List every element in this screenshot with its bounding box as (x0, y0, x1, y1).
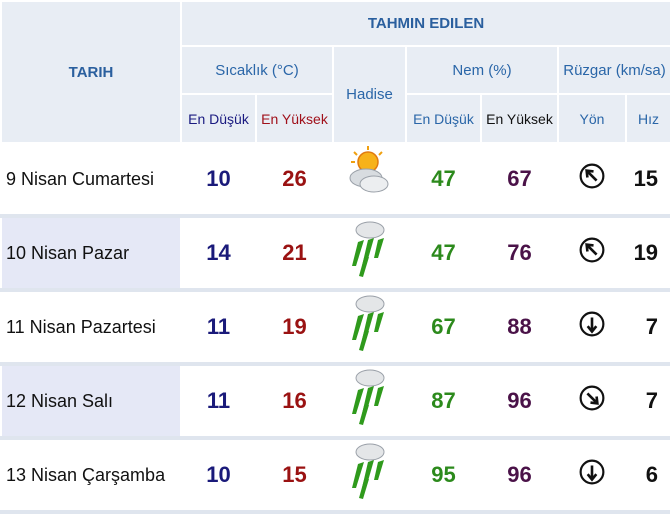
wind-direction-cell (557, 289, 627, 366)
wind-direction-icon (574, 158, 610, 194)
weather-icon (351, 369, 384, 426)
wind-speed: 15 (624, 142, 670, 218)
temp-high: 26 (255, 142, 334, 218)
table-body: 9 Nisan Cumartesi 10 26 47 67 15 10 Nisan Paza… (0, 142, 670, 514)
humidity-header: Nem (%) (405, 45, 559, 95)
wind-speed: 19 (624, 215, 670, 292)
temp-low: 11 (180, 363, 257, 440)
humidity-high: 96 (480, 363, 559, 440)
temp-high: 21 (255, 215, 334, 292)
date: 13 Nisan Çarşamba (0, 437, 182, 514)
weather-icon-cell (332, 363, 407, 440)
wind-direction-icon (579, 459, 605, 485)
wind-header: Rüzgar (km/sa) (556, 45, 670, 95)
wind-direction-icon (574, 380, 610, 416)
forecast-header: TAHMIN EDILEN (179, 0, 670, 47)
wind-direction-icon (579, 311, 605, 337)
hum-high-header: En Yüksek (480, 93, 559, 144)
weather-icon (351, 443, 384, 500)
temp-high: 19 (255, 289, 334, 366)
wind-direction-cell (557, 437, 627, 514)
forecast-row: 12 Nisan Salı 11 16 87 96 7 (0, 363, 670, 440)
wind-direction-cell (557, 363, 627, 440)
temperature-header: Sıcaklık (°C) (180, 45, 334, 95)
weather-icon-cell (332, 437, 407, 514)
date: 11 Nisan Pazartesi (0, 289, 182, 366)
humidity-low: 87 (405, 363, 482, 440)
weather-icon-cell (332, 215, 407, 292)
direction-header: Yön (557, 93, 627, 144)
hum-low-header: En Düşük (405, 93, 482, 144)
humidity-low: 47 (405, 142, 482, 218)
humidity-low: 47 (405, 215, 482, 292)
temp-low-header: En Düşük (180, 93, 257, 144)
wind-direction-cell (557, 215, 627, 292)
event-header: Hadise (332, 45, 407, 144)
temp-high: 16 (255, 363, 334, 440)
weather-icon (351, 221, 384, 278)
wind-direction-cell (557, 142, 627, 218)
humidity-high: 76 (480, 215, 559, 292)
weather-icon (348, 145, 389, 193)
humidity-low: 95 (405, 437, 482, 514)
forecast-row: 13 Nisan Çarşamba 10 15 95 96 6 (0, 437, 670, 514)
temp-low: 10 (180, 142, 257, 218)
date: 12 Nisan Salı (0, 363, 182, 440)
weather-icon-cell (332, 289, 407, 366)
temp-high-header: En Yüksek (255, 93, 334, 144)
date: 9 Nisan Cumartesi (0, 142, 182, 218)
humidity-high: 88 (480, 289, 559, 366)
temp-low: 11 (180, 289, 257, 366)
temp-low: 10 (180, 437, 257, 514)
temp-high: 15 (255, 437, 334, 514)
forecast-row: 10 Nisan Pazar 14 21 47 76 19 (0, 215, 670, 292)
humidity-high: 96 (480, 437, 559, 514)
wind-speed: 6 (624, 437, 670, 514)
forecast-row: 9 Nisan Cumartesi 10 26 47 67 15 (0, 142, 670, 218)
wind-direction-icon (574, 232, 610, 268)
forecast-row: 11 Nisan Pazartesi 11 19 67 88 7 (0, 289, 670, 366)
temp-low: 14 (180, 215, 257, 292)
date-header: TARIH (0, 0, 182, 144)
weather-icon-cell (332, 142, 407, 218)
date: 10 Nisan Pazar (0, 215, 182, 292)
wind-speed: 7 (624, 289, 670, 366)
weather-icon (351, 295, 384, 352)
wind-speed: 7 (624, 363, 670, 440)
speed-header: Hız (624, 93, 670, 144)
humidity-high: 67 (480, 142, 559, 218)
humidity-low: 67 (405, 289, 482, 366)
